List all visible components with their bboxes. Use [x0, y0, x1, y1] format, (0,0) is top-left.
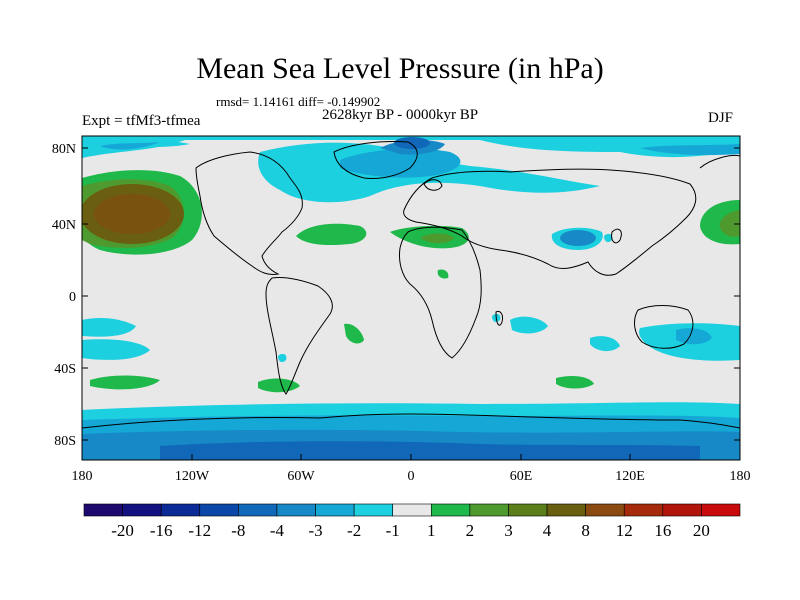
colorbar-label: 12: [616, 521, 633, 540]
colorbar-label: 1: [427, 521, 436, 540]
antarctica-outline: [82, 413, 740, 429]
lon-label-120w: 120W: [175, 469, 210, 484]
colorbar-swatch: [585, 503, 625, 517]
tibet-low-core: [560, 230, 596, 246]
southern-pacific-high: [90, 375, 160, 390]
colorbar-label: 4: [543, 521, 552, 540]
southern-atlantic-high: [258, 378, 300, 393]
bering-low: [100, 142, 160, 150]
south-atlantic-high: [344, 323, 364, 344]
colorbar-label: 8: [581, 521, 590, 540]
indian-ocean-low: [510, 316, 548, 334]
lat-label-80n: 80N: [52, 142, 76, 157]
colorbar-label: 3: [504, 521, 513, 540]
colorbar-swatch: [276, 503, 316, 517]
japan-outline: [611, 228, 622, 244]
season-label: DJF: [708, 110, 734, 126]
north-america-outline: [195, 151, 303, 275]
lon-label-180w: 180: [72, 469, 93, 484]
siberian-low: [640, 144, 740, 156]
colorbar-swatch: [392, 503, 432, 517]
atlantic-high: [296, 223, 367, 246]
eurasia-outline: [403, 168, 697, 276]
colorbar-swatch: [83, 503, 123, 517]
lon-label-60e: 60E: [510, 469, 533, 484]
colorbar-label: 16: [654, 521, 671, 540]
south-pacific-low-west: [82, 318, 136, 337]
lat-label-0: 0: [69, 290, 76, 305]
colorbar-swatch: [508, 503, 548, 517]
tasman-low-core: [676, 328, 712, 345]
southern-indian-high: [556, 376, 594, 389]
colorbar-swatch: [315, 503, 355, 517]
stats-line: rmsd= 1.14161 diff= -0.149902: [216, 94, 381, 109]
colorbar-label: 20: [693, 521, 710, 540]
colorbar-label: -1: [386, 521, 400, 540]
colorbar-swatch: [238, 503, 278, 517]
lon-label-120e: 120E: [615, 469, 645, 484]
pressure-field: [82, 136, 740, 460]
colorbar-label: 2: [466, 521, 475, 540]
greenland-outline: [333, 141, 418, 179]
colorbar-label: -16: [150, 521, 173, 540]
colorbar-swatch: [430, 503, 471, 517]
colorbar-swatch: [701, 503, 741, 517]
colorbar-swatch: [469, 503, 509, 517]
alaska-outline: [699, 155, 740, 169]
lon-tick-marks: [81, 454, 741, 460]
lat-label-40n: 40N: [52, 218, 76, 233]
colorbar-swatch: [160, 503, 201, 517]
lon-label-60w: 60W: [287, 469, 315, 484]
south-indian-low: [590, 336, 620, 352]
map-title: Mean Sea Level Pressure (in hPa): [196, 52, 604, 85]
south-america-outline: [265, 277, 333, 395]
time-period: 2628kyr BP - 0000kyr BP: [322, 107, 479, 123]
colorbar-label: -12: [188, 521, 211, 540]
madagascar-outline: [495, 311, 503, 326]
pacific-high-peak: [94, 194, 170, 234]
experiment-label: Expt = tfMf3-tfmea: [82, 113, 201, 129]
colorbar-swatch: [199, 503, 239, 517]
colorbar-swatch: [122, 503, 162, 517]
mediterranean-high-core: [420, 233, 454, 244]
colorbar-swatch: [623, 503, 664, 517]
south-pacific-low: [82, 339, 150, 360]
lat-label-80s: 80S: [54, 434, 76, 449]
lat-label-40s: 40S: [54, 362, 76, 377]
south-america-low: [278, 353, 287, 363]
greenland-low: [340, 148, 461, 178]
arctic-low-band: [82, 136, 740, 158]
colorbar-label: -2: [347, 521, 361, 540]
colorbar-swatch: [353, 503, 394, 517]
africa-outline: [399, 226, 482, 359]
colorbar-label: -3: [308, 521, 322, 540]
east-asia-low: [604, 233, 613, 243]
colorbar-swatch: [546, 503, 586, 517]
coastlines: [82, 141, 740, 429]
colorbar-label: -8: [231, 521, 245, 540]
lat-tick-marks: [82, 147, 740, 441]
colorbar-label: -4: [270, 521, 285, 540]
africa-high-patch: [437, 269, 449, 279]
britain-outline: [423, 179, 443, 191]
antarctic-low-core: [160, 441, 700, 460]
pacific-high-east-core: [719, 210, 740, 237]
australia-outline: [634, 305, 694, 349]
lon-label-180e: 180: [730, 469, 751, 484]
greenland-low-deep: [394, 137, 430, 149]
lon-label-0: 0: [408, 469, 415, 484]
colorbar-label: -20: [111, 521, 134, 540]
colorbar: -20 -16 -12 -8 -4 -3 -2 -1 1 2 3 4 8 12 16 20: [83, 503, 741, 540]
colorbar-swatch: [662, 503, 702, 517]
